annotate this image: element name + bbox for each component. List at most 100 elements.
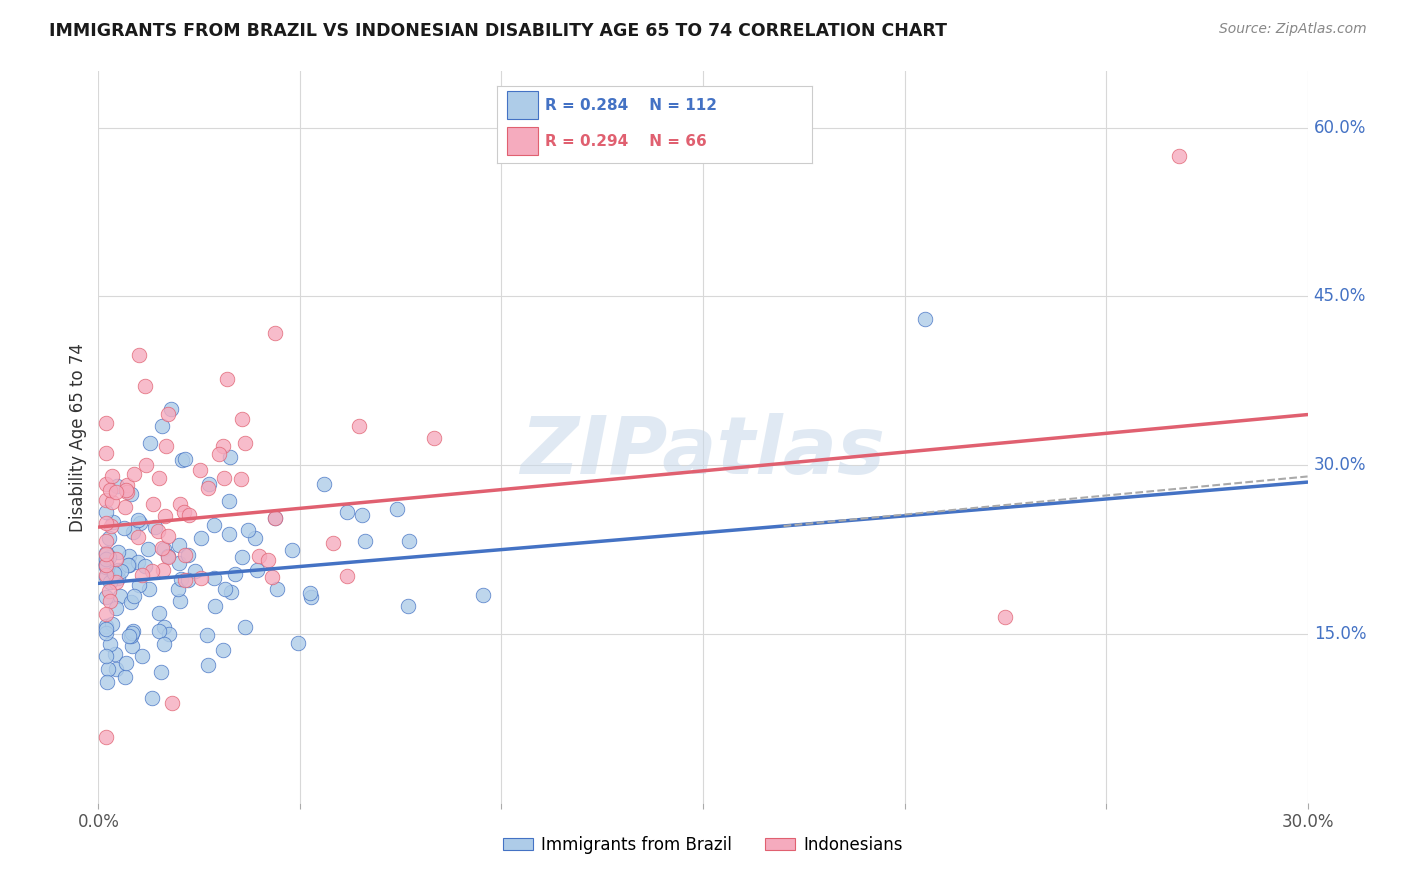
Point xyxy=(104,575,127,590)
Point xyxy=(190,571,212,585)
Point xyxy=(120,629,142,643)
Point xyxy=(314,476,336,491)
Point xyxy=(141,690,163,705)
Point xyxy=(299,590,322,604)
Point xyxy=(152,563,174,577)
Text: 45.0%: 45.0% xyxy=(1313,287,1367,305)
Point xyxy=(263,510,285,524)
Point xyxy=(143,520,166,534)
Point xyxy=(118,628,141,642)
Point xyxy=(96,533,118,548)
Point xyxy=(96,558,118,572)
Text: ZIPatlas: ZIPatlas xyxy=(520,413,886,491)
Point xyxy=(108,589,131,603)
Point xyxy=(169,594,191,608)
Text: Source: ZipAtlas.com: Source: ZipAtlas.com xyxy=(1219,22,1367,37)
Point xyxy=(148,471,170,485)
Point xyxy=(231,412,253,426)
Point xyxy=(202,518,225,533)
Point xyxy=(218,526,240,541)
Point xyxy=(96,568,118,582)
Text: 30.0%: 30.0% xyxy=(1313,456,1367,475)
Point xyxy=(215,371,238,385)
Point xyxy=(122,524,145,539)
Point xyxy=(233,620,256,634)
Text: 15.0%: 15.0% xyxy=(1313,625,1367,643)
Point xyxy=(160,697,183,711)
Point xyxy=(103,569,125,583)
Point xyxy=(233,436,256,450)
Point xyxy=(96,477,118,491)
Point xyxy=(96,607,118,621)
Point xyxy=(396,599,419,613)
Point xyxy=(281,543,304,558)
Point xyxy=(914,312,936,326)
Point xyxy=(146,524,169,538)
Point xyxy=(134,559,156,574)
Point xyxy=(98,483,121,498)
Point xyxy=(96,416,118,430)
Point xyxy=(96,558,118,572)
Point xyxy=(246,563,269,577)
Point xyxy=(263,326,285,340)
Point xyxy=(214,582,236,596)
Point xyxy=(190,462,212,476)
Point xyxy=(352,508,374,522)
Point xyxy=(118,558,141,572)
Point xyxy=(398,534,420,549)
Point xyxy=(266,582,288,596)
Point xyxy=(152,418,174,433)
Point xyxy=(96,623,118,637)
Point xyxy=(135,458,157,472)
Point xyxy=(98,637,121,651)
Point xyxy=(97,583,120,598)
Point xyxy=(177,574,200,588)
Text: 60.0%: 60.0% xyxy=(1313,119,1367,136)
Point xyxy=(100,519,122,533)
Point xyxy=(96,662,118,676)
Point xyxy=(131,649,153,664)
Point xyxy=(120,595,142,609)
Point xyxy=(121,626,143,640)
Point xyxy=(247,549,270,563)
Point xyxy=(169,538,191,552)
Point xyxy=(96,546,118,560)
Point xyxy=(174,549,197,563)
Point xyxy=(96,446,118,460)
Point xyxy=(105,663,128,677)
Point xyxy=(264,511,287,525)
Point xyxy=(98,574,121,589)
Point xyxy=(212,643,235,657)
Point xyxy=(122,624,145,638)
Point xyxy=(150,541,173,555)
Point xyxy=(96,619,118,633)
Point xyxy=(98,594,121,608)
Point xyxy=(156,549,179,564)
Point xyxy=(100,565,122,579)
Point xyxy=(105,552,128,566)
Point xyxy=(153,637,176,651)
Point xyxy=(184,564,207,578)
Point xyxy=(115,656,138,670)
Point xyxy=(96,547,118,561)
Point xyxy=(107,563,129,577)
Point xyxy=(115,485,138,500)
Point xyxy=(120,487,142,501)
Point xyxy=(127,530,149,544)
Point xyxy=(104,648,127,662)
Point xyxy=(96,675,118,690)
Point xyxy=(219,585,242,599)
Point xyxy=(172,452,194,467)
Point xyxy=(115,483,138,497)
Point xyxy=(127,513,149,527)
Point xyxy=(96,559,118,574)
Point xyxy=(128,348,150,362)
Point xyxy=(170,572,193,586)
Point xyxy=(105,600,128,615)
Point xyxy=(134,378,156,392)
Point xyxy=(128,577,150,591)
Point xyxy=(96,558,118,572)
Point xyxy=(238,523,260,537)
Point xyxy=(212,470,235,484)
Point xyxy=(96,730,118,744)
